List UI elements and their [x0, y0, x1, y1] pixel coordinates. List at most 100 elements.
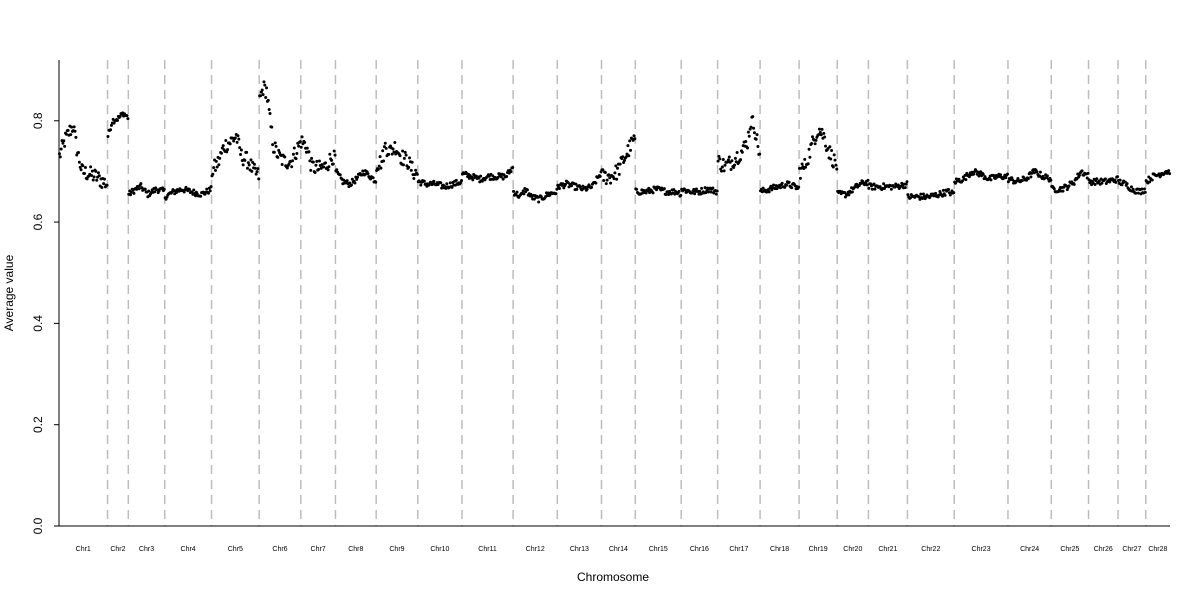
data-point: [1134, 191, 1138, 195]
data-point: [326, 168, 330, 172]
data-point: [118, 114, 122, 118]
chromosome-label: Chr13: [570, 546, 589, 553]
data-point: [746, 146, 750, 150]
data-point: [285, 166, 289, 170]
data-point: [952, 191, 956, 195]
data-point: [539, 195, 543, 199]
data-point: [511, 166, 515, 170]
data-point: [919, 192, 923, 196]
data-point: [866, 178, 870, 182]
data-point: [941, 188, 945, 192]
data-point: [412, 176, 416, 180]
data-point: [833, 158, 837, 162]
data-point: [440, 186, 444, 190]
data-point: [283, 155, 287, 159]
data-point: [94, 169, 98, 173]
chromosome-label: Chr23: [972, 546, 991, 553]
data-point: [61, 141, 65, 145]
data-point: [1131, 187, 1135, 191]
data-point: [206, 191, 210, 195]
data-point: [934, 191, 938, 195]
data-point: [477, 176, 481, 180]
data-point: [1148, 180, 1152, 184]
data-point: [1116, 175, 1120, 179]
data-point: [882, 187, 886, 191]
data-point: [182, 190, 186, 194]
data-point: [820, 127, 824, 131]
data-point: [740, 150, 744, 154]
data-point: [803, 157, 807, 161]
data-point: [125, 114, 129, 118]
data-point: [921, 197, 925, 201]
data-point: [1108, 180, 1112, 184]
data-point: [187, 187, 191, 191]
data-point: [92, 175, 96, 179]
data-point: [384, 146, 388, 150]
data-point: [683, 188, 687, 192]
chromosome-label: Chr2: [110, 546, 125, 553]
data-point: [817, 127, 821, 131]
data-point: [999, 173, 1003, 177]
data-point: [718, 157, 722, 161]
data-point: [822, 131, 826, 135]
data-point: [135, 187, 139, 191]
chromosome-label: Chr21: [878, 546, 897, 553]
data-point: [629, 148, 633, 152]
chromosome-label: Chr10: [430, 546, 449, 553]
data-point: [90, 169, 94, 173]
data-point: [709, 190, 713, 194]
data-point: [330, 158, 334, 162]
data-point: [402, 156, 406, 160]
data-point: [811, 135, 815, 139]
data-point: [390, 152, 394, 156]
data-point: [317, 159, 321, 163]
data-point: [313, 171, 317, 175]
data-point: [1100, 181, 1104, 185]
data-point: [1038, 170, 1042, 174]
data-point: [948, 193, 952, 197]
data-point: [1030, 171, 1034, 175]
data-point: [598, 174, 602, 178]
data-point: [299, 145, 303, 149]
data-point: [247, 163, 251, 167]
data-point: [66, 128, 70, 132]
data-point: [89, 165, 93, 169]
data-point: [917, 195, 921, 199]
data-point: [720, 169, 724, 173]
data-point: [790, 186, 794, 190]
data-point: [333, 153, 337, 157]
data-point: [847, 193, 851, 197]
data-point: [754, 137, 758, 141]
x-axis-title: Chromosome: [577, 570, 649, 584]
data-point: [755, 133, 759, 137]
data-point: [109, 123, 113, 127]
data-point: [831, 165, 835, 169]
data-point: [243, 158, 247, 162]
data-point: [1103, 177, 1107, 181]
chromosome-label: Chr19: [809, 546, 828, 553]
y-tick-label: 0.6: [31, 213, 45, 230]
data-point: [262, 80, 266, 84]
data-point: [947, 187, 951, 191]
data-point: [250, 169, 254, 173]
data-point: [499, 175, 503, 179]
data-point: [605, 178, 609, 182]
data-point: [290, 165, 294, 169]
data-point: [957, 177, 961, 181]
data-point: [662, 187, 666, 191]
data-point: [694, 187, 698, 191]
data-point: [1006, 180, 1010, 184]
data-point: [338, 173, 342, 177]
data-point: [758, 152, 762, 156]
data-points: [57, 80, 1172, 204]
data-point: [291, 159, 295, 163]
data-point: [450, 185, 454, 189]
data-point: [83, 172, 87, 176]
data-point: [537, 200, 541, 204]
data-point: [594, 181, 598, 185]
data-point: [1168, 172, 1172, 176]
data-point: [575, 187, 579, 191]
data-point: [1045, 174, 1049, 178]
data-point: [889, 187, 893, 191]
data-point: [377, 164, 381, 168]
